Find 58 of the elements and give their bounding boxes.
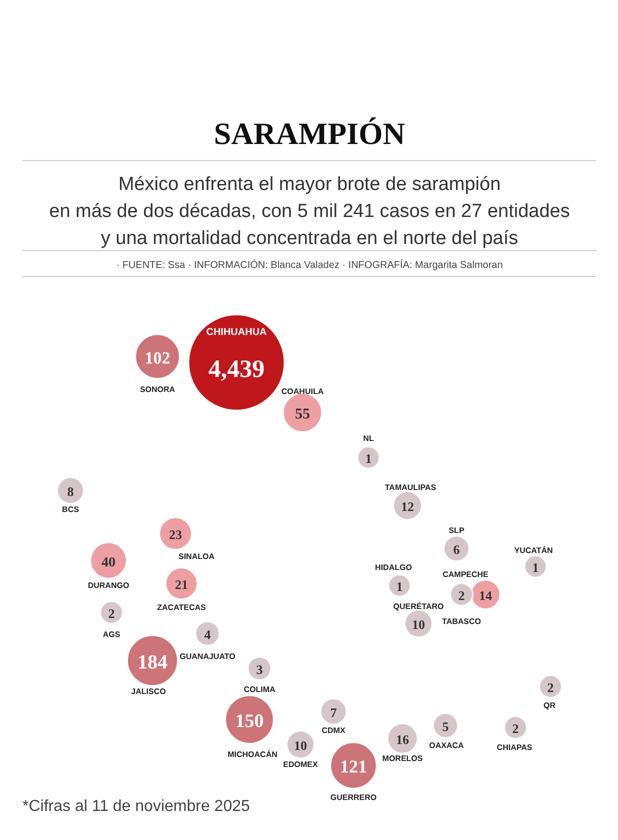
category-label: CAMPECHE	[442, 570, 490, 579]
category-label: NL	[363, 434, 374, 443]
data-label: 4	[204, 627, 212, 642]
category-label: TABASCO	[442, 617, 481, 626]
category-label: SLP	[448, 526, 465, 535]
text: SARAMPIÓN	[214, 116, 406, 151]
data-label: 3	[256, 662, 264, 677]
data-label: 1	[532, 560, 539, 575]
text: · FUENTE: Ssa · INFORMACIÓN: Blanca Valadez · INFOGRAFÍA: Margarita Salmoran	[116, 259, 503, 271]
category-label: BCS	[62, 505, 80, 514]
data-label: 16	[396, 732, 410, 747]
category-label: MICHOACÁN	[228, 749, 278, 759]
category-label: EDOMEX	[283, 760, 318, 769]
data-label: 10	[412, 617, 425, 632]
data-label: 40	[102, 556, 116, 570]
category-label: AGS	[102, 630, 121, 639]
data-label: 2	[458, 588, 465, 603]
data-label: 12	[401, 499, 414, 514]
category-label: GUANAJUATO	[180, 652, 236, 661]
category-label: COAHUILA	[281, 387, 324, 396]
data-label: 5	[442, 719, 450, 734]
data-label: 7	[330, 705, 338, 720]
data-label: 102	[144, 348, 170, 368]
category-label: GUERRERO	[330, 793, 377, 802]
text: *Cifras al 11 de noviembre 2025	[22, 798, 250, 815]
data-label: 55	[295, 406, 310, 422]
category-label: HIDALGO	[375, 563, 412, 572]
category-label: CDMX	[322, 726, 346, 735]
category-label: QUERÉTARO	[393, 601, 444, 611]
data-label: 121	[340, 756, 367, 776]
category-label: QR	[544, 701, 556, 710]
data-label: 23	[169, 527, 182, 542]
category-label: DURANGO	[88, 581, 130, 590]
category-label: OAXACA	[429, 741, 464, 750]
data-label: 1	[365, 451, 372, 466]
category-label: SONORA	[140, 385, 176, 394]
data-label: 2	[512, 721, 519, 736]
data-label: 10	[294, 738, 307, 753]
data-label: 6	[453, 542, 460, 557]
category-label: ZACATECAS	[157, 603, 207, 612]
data-label: 2	[547, 680, 554, 695]
category-label: TAMAULIPAS	[384, 483, 437, 492]
text: México enfrenta el mayor brote de sarampión en más de dos décadas, con 5 mil 241 casos en 27 entidades y una mortalidad concentrada en el norte del país	[49, 174, 570, 249]
category-label: JALISCO	[131, 687, 166, 696]
data-label: 4,439	[208, 356, 265, 383]
data-label: 150	[235, 711, 264, 732]
category-label: MORELOS	[382, 754, 424, 763]
category-label: SINALOA	[178, 552, 215, 561]
category-label: YUCATÁN	[514, 545, 553, 555]
data-label: 8	[67, 484, 74, 499]
data-label: 21	[175, 577, 188, 592]
category-label: CHIAPAS	[496, 743, 533, 752]
data-label: 2	[108, 606, 115, 621]
data-label: 14	[479, 588, 492, 603]
category-label: CHIHUAHUA	[206, 327, 267, 338]
category-label: COLIMA	[244, 685, 276, 694]
data-label: 1	[396, 579, 403, 594]
data-label: 184	[138, 652, 168, 674]
